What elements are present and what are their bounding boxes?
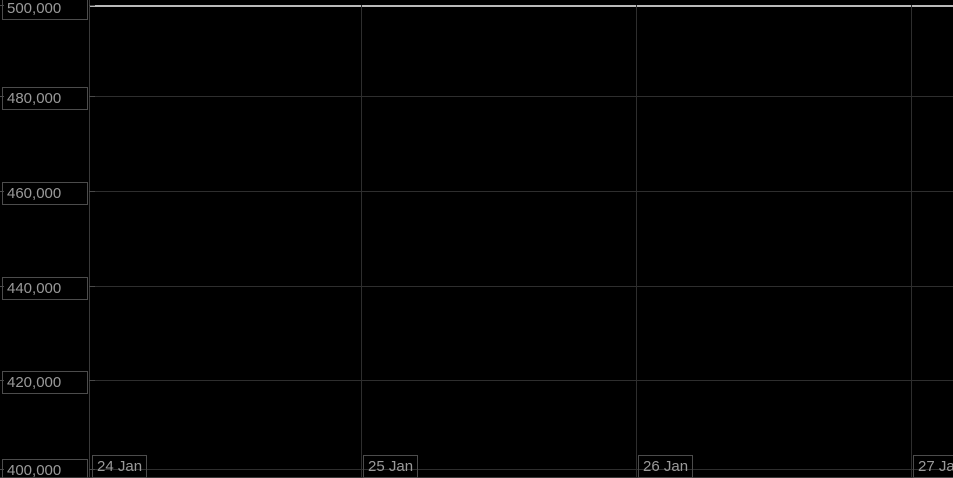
gridline-26-jan: [636, 5, 637, 477]
x-axis-label-26-jan: 26 Jan: [638, 455, 694, 478]
plot-area[interactable]: [89, 5, 953, 477]
y-axis-label-480000: 480,000: [2, 87, 88, 110]
x-axis-label-27-jan: 27 Jan: [913, 455, 953, 478]
gridline-27-jan: [911, 5, 912, 477]
gridline-500000: [89, 5, 953, 7]
y-tick-440000: [89, 286, 95, 287]
y-tick-460000: [89, 191, 95, 192]
y-axis-label-420000: 420,000: [2, 371, 88, 394]
y-axis-line: [89, 0, 90, 478]
y-axis-label-500000: 500,000: [2, 0, 88, 20]
gridline-480000: [89, 96, 953, 97]
x-axis-label-25-jan: 25 Jan: [363, 455, 419, 478]
y-tick-480000: [89, 96, 95, 97]
gridline-460000: [89, 191, 953, 192]
gridline-420000: [89, 380, 953, 381]
gridline-440000: [89, 286, 953, 287]
y-axis-label-440000: 440,000: [2, 277, 88, 300]
x-axis-label-24-jan: 24 Jan: [92, 455, 148, 478]
gridline-400000: [89, 469, 953, 470]
y-tick-420000: [89, 380, 95, 381]
y-tick-500000: [89, 5, 95, 6]
gridline-25-jan: [361, 5, 362, 477]
y-axis-label-400000: 400,000: [2, 459, 88, 478]
y-axis-label-460000: 460,000: [2, 182, 88, 205]
